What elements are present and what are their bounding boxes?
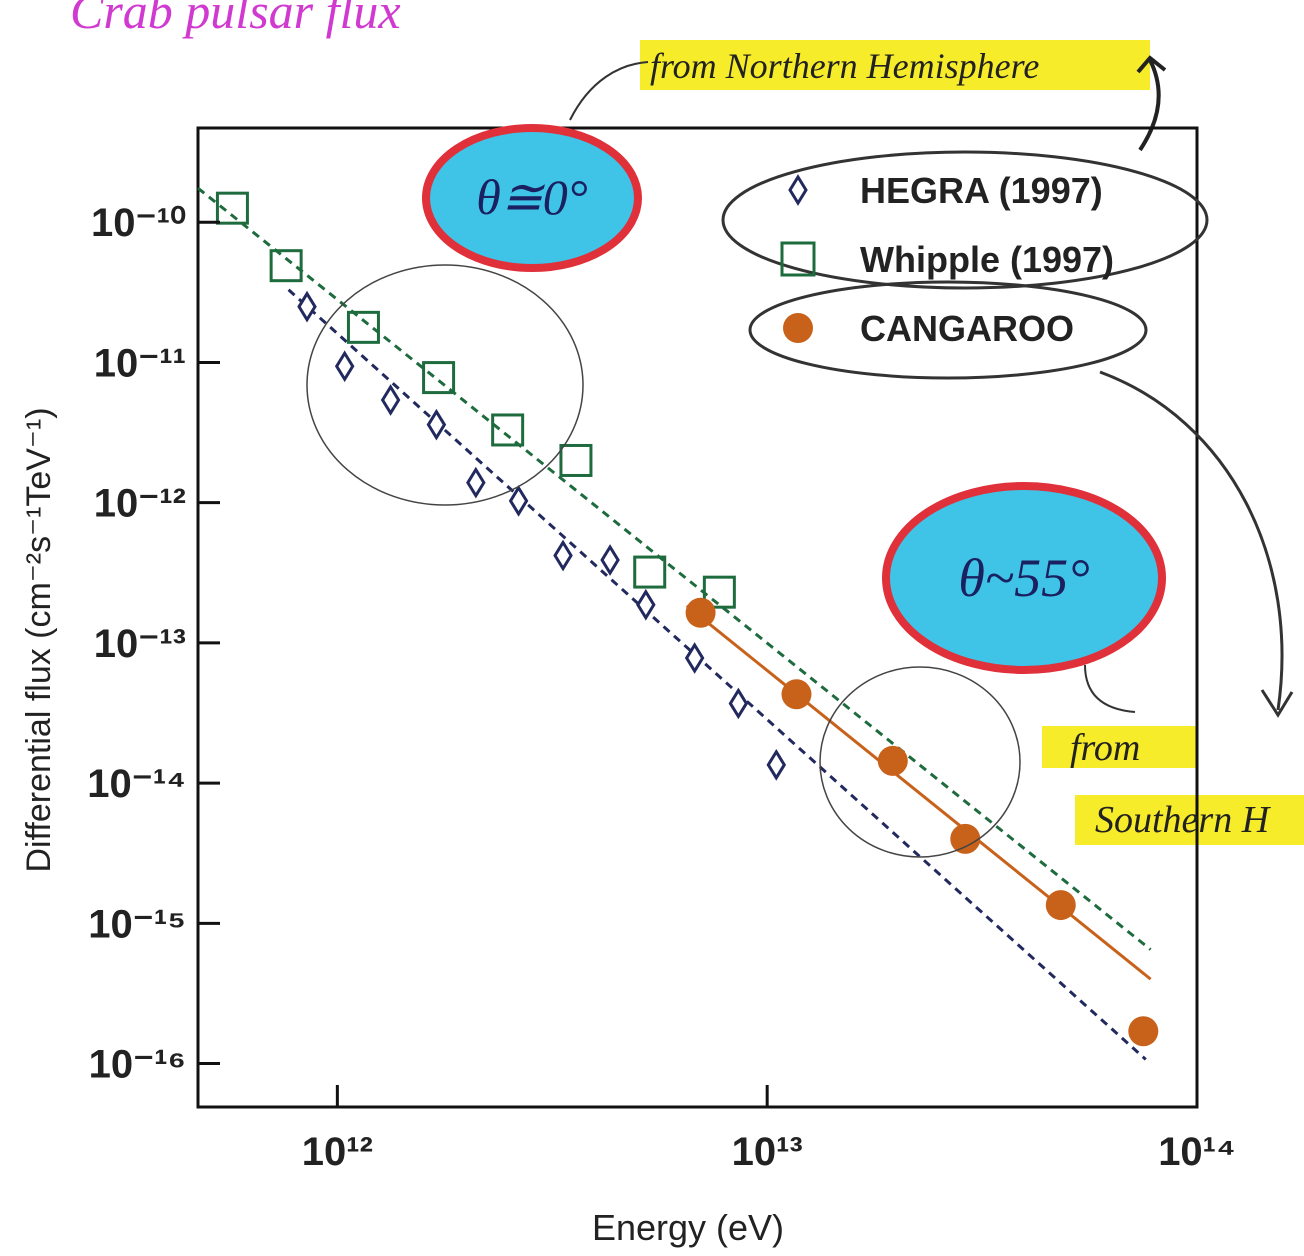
handwritten-note: Southern H [1095,799,1272,841]
marker [271,251,301,281]
pen-line [1085,665,1135,712]
annotation-text: θ≅0° [476,169,587,225]
handwritten-title: Crab pulsar flux [70,0,401,39]
page: Crab pulsar flux from Northern Hemispher… [0,0,1304,1256]
marker [878,746,908,776]
y-tick-label: 10⁻¹² [94,482,186,526]
legend-label: CANGAROO [860,308,1074,349]
marker [635,557,665,587]
y-tick-label: 10⁻¹⁰ [91,201,186,245]
legend-item: CANGAROO [783,308,1074,349]
marker [730,690,746,716]
y-tick-label: 10⁻¹⁵ [88,902,186,946]
handwritten-note: from Northern Hemisphere [650,46,1039,86]
marker [424,363,454,393]
pen-line [570,62,648,120]
pen-circle [820,667,1020,857]
y-tick-label: 10⁻¹³ [94,622,186,666]
marker [638,592,654,618]
fit-line [289,290,1146,1060]
marker [602,547,618,573]
y-tick-label: 10⁻¹¹ [94,341,186,385]
marker [337,353,353,379]
marker [299,294,315,320]
marker [468,470,484,496]
annotation-text: θ~55° [958,548,1089,608]
x-tick-label: 10¹² [302,1130,373,1174]
marker [1128,1016,1158,1046]
x-axis-title: Energy (eV) [592,1207,784,1248]
marker [781,679,811,709]
y-tick-label: 10⁻¹⁶ [89,1043,186,1087]
marker [950,824,980,854]
legend-item: HEGRA (1997) [790,170,1103,211]
marker [555,543,571,569]
legend-marker [783,313,813,343]
legend-label: Whipple (1997) [860,239,1114,280]
legend-label: HEGRA (1997) [860,170,1103,211]
x-tick-label: 10¹³ [732,1130,803,1174]
x-tick-label: 10¹⁴ [1158,1130,1236,1174]
marker [768,752,784,778]
marker [561,445,591,475]
legend-marker [790,177,806,203]
handwritten-note: from [1070,727,1140,769]
y-tick-label: 10⁻¹⁴ [87,762,186,806]
chart: Crab pulsar flux from Northern Hemispher… [0,0,1304,1256]
marker [493,415,523,445]
y-axis-title: Differential flux (cm⁻²s⁻¹TeV⁻¹) [20,407,58,872]
marker [383,387,399,413]
legend-item: Whipple (1997) [782,239,1114,280]
marker [1046,890,1076,920]
marker [686,598,716,628]
